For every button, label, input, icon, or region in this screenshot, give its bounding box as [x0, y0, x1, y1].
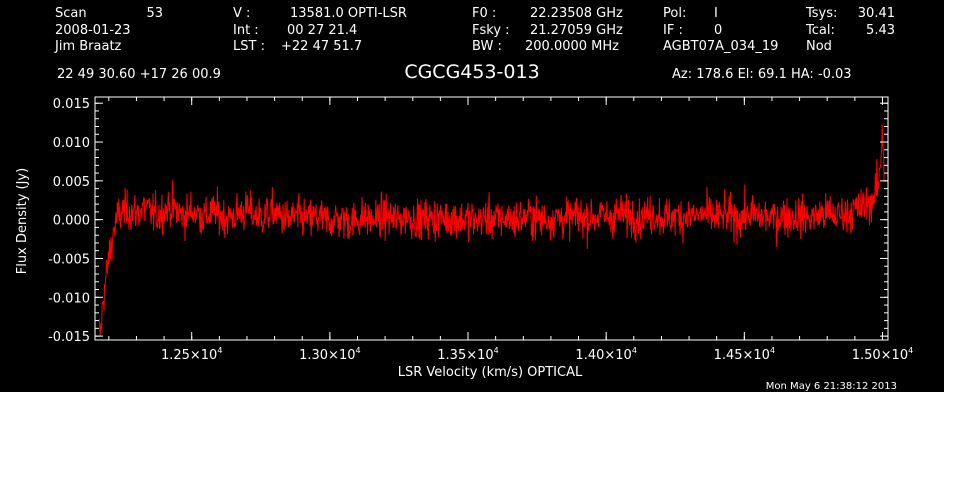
header-col5: Tsys: 30.41 Tcal: 5.43 Nod — [805, 6, 895, 54]
header-col2: V : 13581.0 OPTI-LSR Int : 00 27 21.4 LS… — [233, 6, 407, 54]
source-name: CGCG453-013 — [404, 61, 539, 83]
x-tick-label: 1.25×104 — [161, 346, 222, 363]
velocity-label: V : — [233, 6, 250, 21]
bw-label: BW : — [472, 39, 502, 54]
y-tick-label: 0.015 — [53, 97, 90, 112]
y-tick-label: -0.005 — [48, 252, 90, 267]
x-axis-label: LSR Velocity (km/s) OPTICAL — [398, 365, 583, 380]
integration-label: Int : — [233, 23, 259, 38]
y-tick-label: -0.015 — [48, 330, 90, 345]
y-tick-label: 0.000 — [53, 214, 90, 229]
lst-value: +22 47 51.7 — [281, 39, 362, 54]
if-label: IF : — [663, 23, 683, 38]
header-col1: Scan 53 2008-01-23 Jim Braatz — [54, 6, 163, 54]
plot-area: 0.015 0.010 0.005 0.000 -0.005 -0.010 -0.015 1… — [48, 96, 913, 363]
fsky-value: 21.27059 GHz — [530, 23, 623, 38]
x-tick-label: 1.40×104 — [575, 346, 636, 363]
y-tick-label: -0.010 — [48, 291, 90, 306]
source-coords: 22 49 30.60 +17 26 00.9 — [57, 67, 221, 82]
series-layer — [98, 124, 885, 337]
x-tick-label: 1.30×104 — [299, 346, 360, 363]
velocity-value: 13581.0 OPTI-LSR — [290, 6, 407, 21]
plot-timestamp: Mon May 6 21:38:12 2013 — [766, 381, 897, 392]
plot-panel — [0, 0, 944, 392]
fsky-label: Fsky : — [472, 23, 510, 38]
y-axis-ticks: 0.015 0.010 0.005 0.000 -0.005 -0.010 -0.015 — [48, 97, 888, 345]
integration-value: 00 27 21.4 — [287, 23, 357, 38]
proc-type: Nod — [806, 39, 832, 54]
pol-value: I — [714, 6, 718, 21]
x-tick-label: 1.35×104 — [437, 346, 498, 363]
y-tick-label: 0.010 — [53, 136, 90, 151]
if-value: 0 — [714, 23, 722, 38]
f0-label: F0 : — [472, 6, 496, 21]
obs-date: 2008-01-23 — [55, 23, 131, 38]
tcal-value: 5.43 — [866, 23, 895, 38]
tsys-value: 30.41 — [858, 6, 895, 21]
x-axis-ticks: 1.25×104 1.30×104 1.35×104 1.40×104 1.45×104… — [108, 97, 913, 363]
observer-name: Jim Braatz — [54, 39, 122, 54]
x-tick-label: 1.50×104 — [852, 346, 913, 363]
scan-number: 53 — [146, 6, 163, 21]
y-tick-label: 0.005 — [53, 175, 90, 190]
plot-frame — [94, 96, 889, 341]
f0-value: 22.23508 GHz — [530, 6, 623, 21]
pol-label: Pol: — [663, 6, 686, 21]
pointing-info: Az: 178.6 El: 69.1 HA: -0.03 — [672, 67, 852, 82]
lst-label: LST : — [233, 39, 265, 54]
tcal-label: Tcal: — [805, 23, 835, 38]
scan-label: Scan — [55, 6, 87, 21]
header-col3: F0 : 22.23508 GHz Fsky : 21.27059 GHz BW… — [472, 6, 623, 54]
y-axis-label: Flux Density (Jy) — [15, 168, 30, 274]
x-tick-label: 1.45×104 — [714, 346, 775, 363]
bw-value: 200.0000 MHz — [525, 39, 619, 54]
project-id: AGBT07A_034_19 — [663, 39, 778, 54]
spectrum-line — [98, 124, 885, 337]
header-col4: Pol: I IF : 0 AGBT07A_034_19 — [663, 6, 778, 54]
tsys-label: Tsys: — [805, 6, 837, 21]
